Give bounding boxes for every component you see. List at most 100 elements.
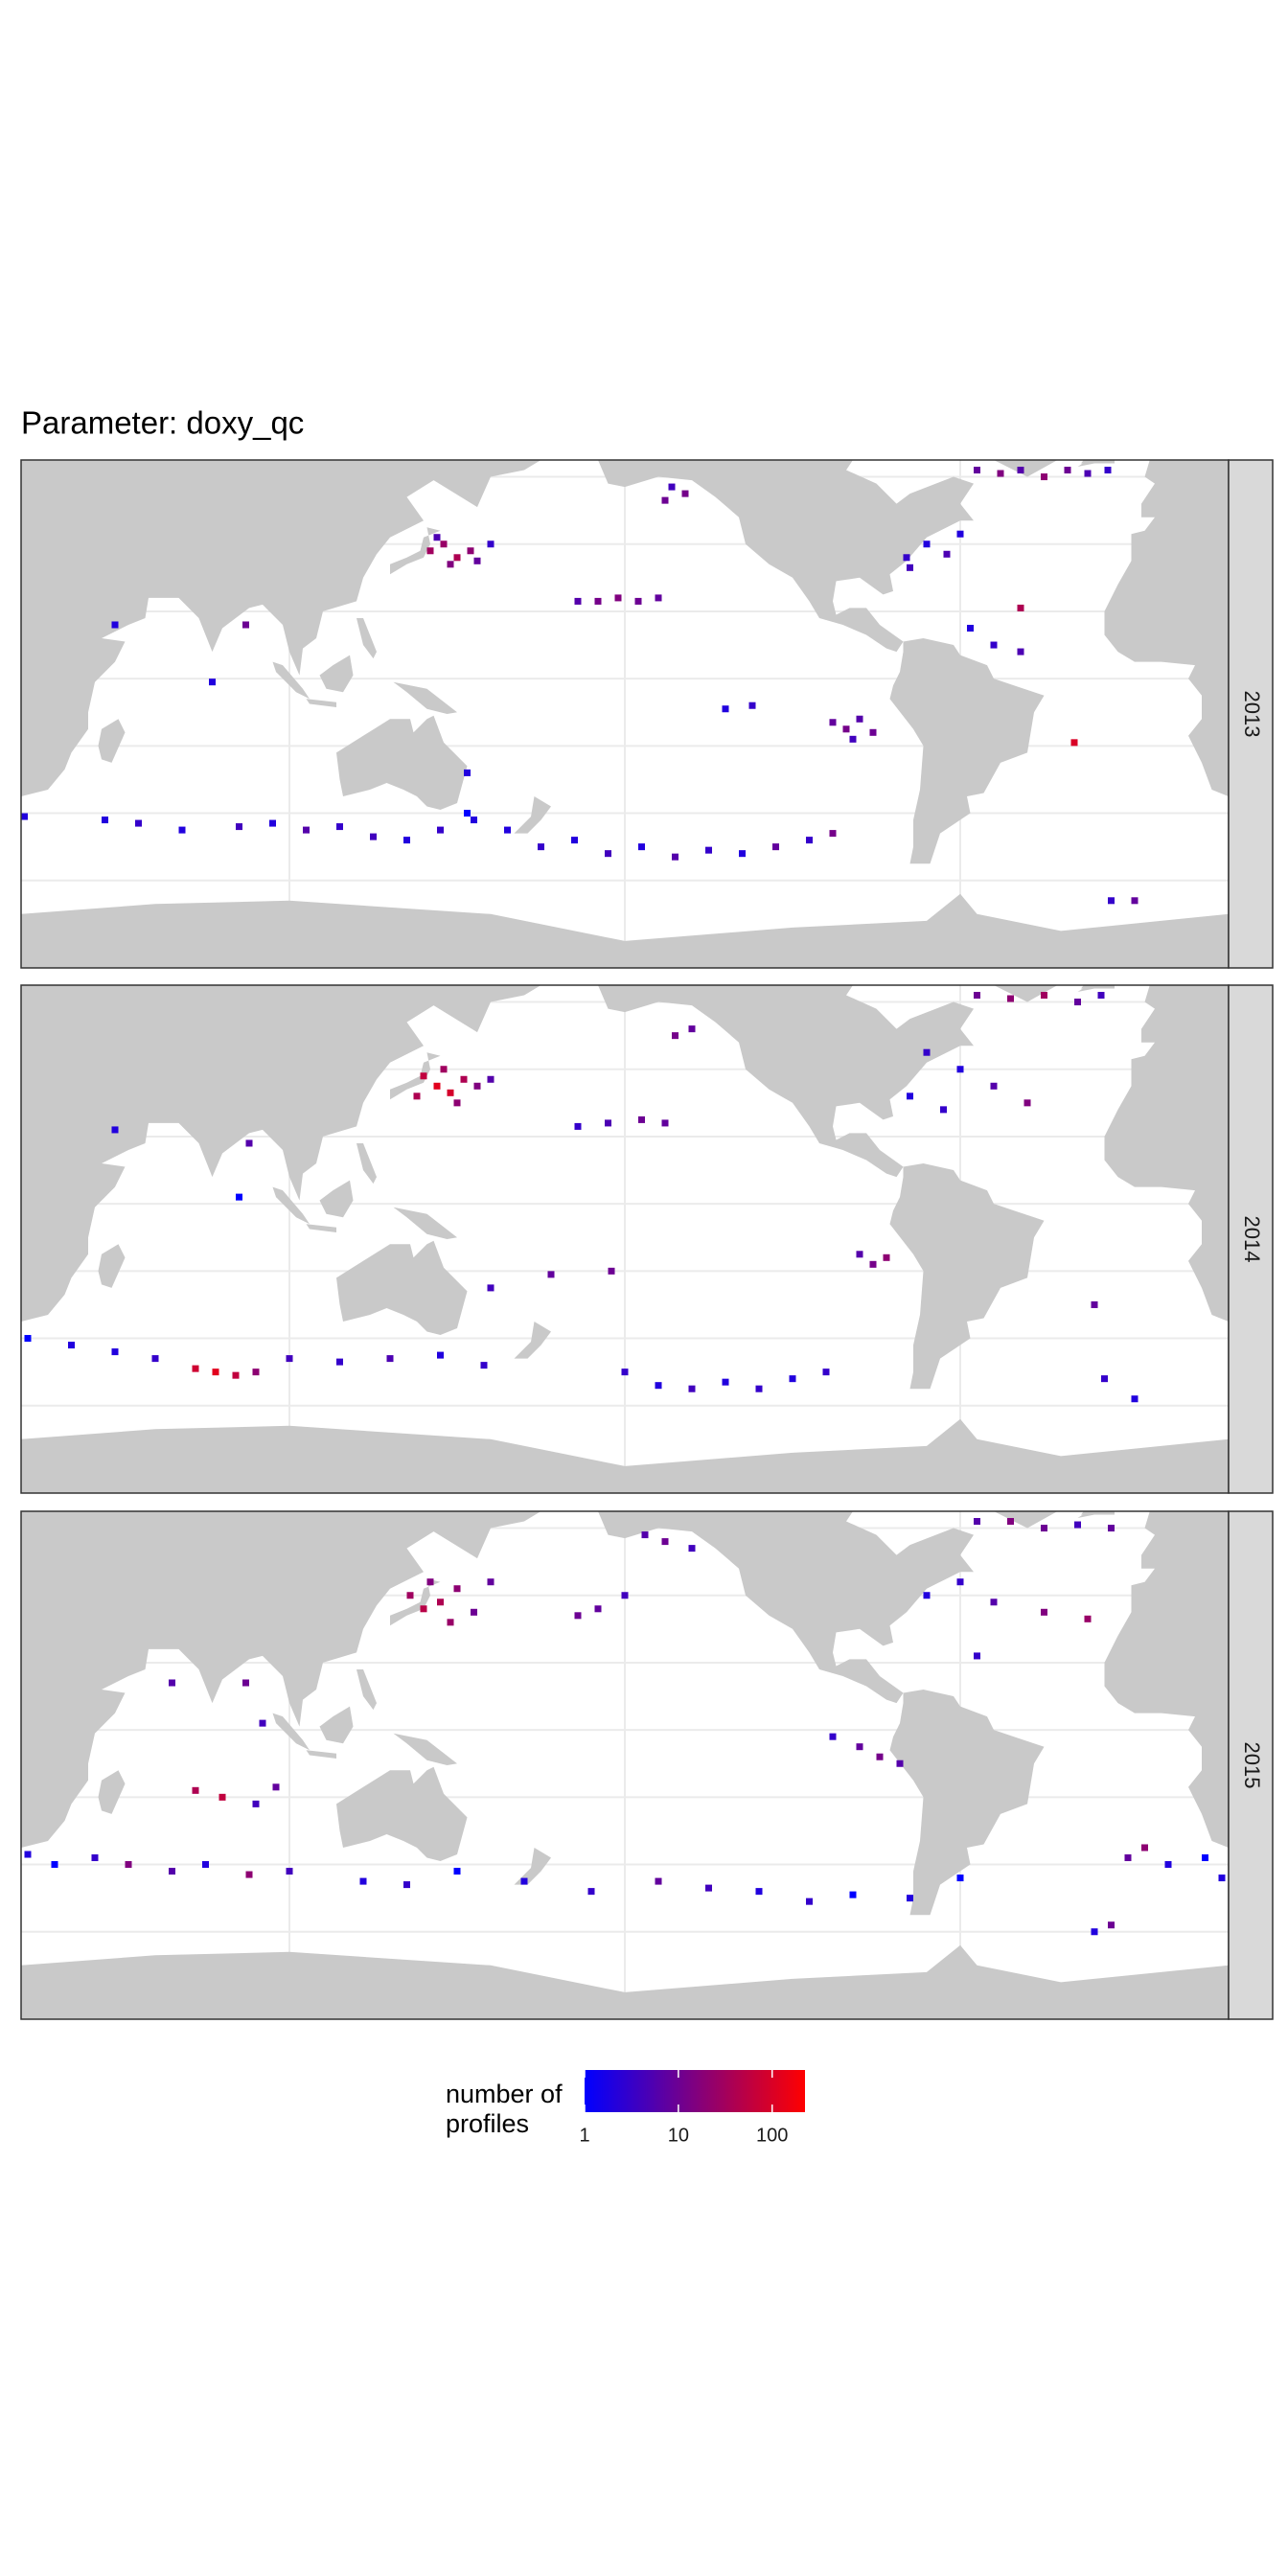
profile-cell [681, 490, 689, 497]
map-panel [21, 1511, 1229, 2019]
profile-cell [621, 1592, 629, 1599]
profile-cell [202, 1861, 209, 1869]
profile-cell [242, 621, 249, 629]
profile-cell [359, 1877, 367, 1885]
profile-cell [437, 826, 444, 834]
profile-cell [923, 540, 931, 548]
profile-cell [520, 1877, 528, 1885]
profile-cell [252, 1368, 260, 1376]
facet-label: 2013 [1240, 691, 1264, 738]
profile-cell [638, 843, 645, 851]
profile-cell [574, 597, 582, 605]
profile-cell [1074, 999, 1081, 1006]
land [319, 655, 354, 693]
profile-cell [956, 530, 964, 538]
profile-cell [1101, 1375, 1108, 1383]
profile-cell [1124, 1854, 1132, 1862]
profile-cell [722, 705, 729, 713]
profile-cell [169, 1679, 175, 1687]
profile-cell [829, 1733, 837, 1740]
profile-cell [903, 554, 910, 562]
profile-cell [303, 826, 310, 834]
land [514, 1322, 551, 1359]
map-panel [21, 985, 1229, 1493]
land [514, 1848, 551, 1885]
profile-cell [473, 1082, 481, 1090]
profile-cell [1218, 1874, 1226, 1882]
land [994, 1511, 1058, 1529]
profile-cell [849, 1891, 857, 1898]
profile-cell [655, 1877, 662, 1885]
profile-cell [1041, 1608, 1047, 1616]
profile-cell [842, 725, 850, 733]
land [21, 985, 541, 1322]
profile-cell [896, 1760, 904, 1767]
profile-cell [1041, 992, 1047, 1000]
profile-cell [668, 483, 676, 491]
profile-cell [755, 1888, 763, 1896]
profile-cell [956, 1874, 964, 1882]
profile-cell [504, 826, 511, 834]
land [272, 1713, 310, 1751]
profile-cell [1070, 739, 1078, 747]
profile-cell [594, 597, 602, 605]
land [21, 1944, 1229, 2019]
facet-strip [1228, 1510, 1274, 2020]
chart-title: Parameter: doxy_qc [21, 405, 304, 441]
profile-cell [286, 1355, 293, 1363]
profile-cell [655, 594, 662, 602]
profile-cell [151, 1355, 159, 1363]
profile-cell [748, 702, 756, 709]
profile-cell [245, 1871, 253, 1878]
profile-cell [661, 1119, 669, 1127]
profile-cell [621, 1368, 629, 1376]
profile-cell [1041, 473, 1047, 481]
profile-cell [1091, 1928, 1098, 1936]
profile-cell [907, 1092, 913, 1100]
land [1077, 460, 1229, 796]
profile-cell [829, 719, 837, 726]
profile-cell [661, 496, 669, 504]
profile-cell [1084, 470, 1092, 477]
profile-cell [997, 470, 1004, 477]
profile-cell [974, 1518, 980, 1526]
profile-cell [571, 837, 578, 844]
profile-cell [460, 1075, 468, 1083]
land [272, 1186, 310, 1225]
land [272, 661, 310, 700]
profile-cell [447, 1089, 454, 1096]
profile-cell [829, 830, 837, 838]
profile-cell [453, 1585, 461, 1593]
profile-cell [1131, 897, 1138, 905]
profile-cell [1041, 1525, 1047, 1532]
profile-cell [990, 1082, 998, 1090]
profile-cell [370, 833, 377, 840]
legend-tick-label: 100 [756, 2125, 788, 2146]
profile-cell [574, 1122, 582, 1130]
profile-cell [447, 1619, 454, 1626]
profile-cell [1202, 1854, 1208, 1862]
land [994, 460, 1058, 477]
land [356, 1669, 377, 1711]
profile-cell [403, 1881, 410, 1889]
profile-cell [1108, 897, 1115, 905]
land [1081, 1511, 1115, 1515]
profile-cell [672, 853, 678, 861]
profile-cell [940, 1106, 947, 1114]
profile-cell [1017, 467, 1024, 474]
profile-cell [236, 823, 242, 831]
land [21, 1418, 1229, 1493]
profile-cell [111, 1348, 119, 1356]
profile-cell [426, 547, 434, 555]
profile-cell [923, 1048, 931, 1056]
profile-cell [242, 1679, 249, 1687]
profile-cell [487, 540, 494, 548]
profile-cell [420, 1605, 427, 1613]
profile-cell [192, 1365, 199, 1372]
profile-cell [641, 1531, 649, 1539]
land [558, 460, 974, 653]
profile-cell [51, 1861, 58, 1869]
profile-cell [547, 1271, 555, 1278]
profile-cell [209, 678, 216, 686]
